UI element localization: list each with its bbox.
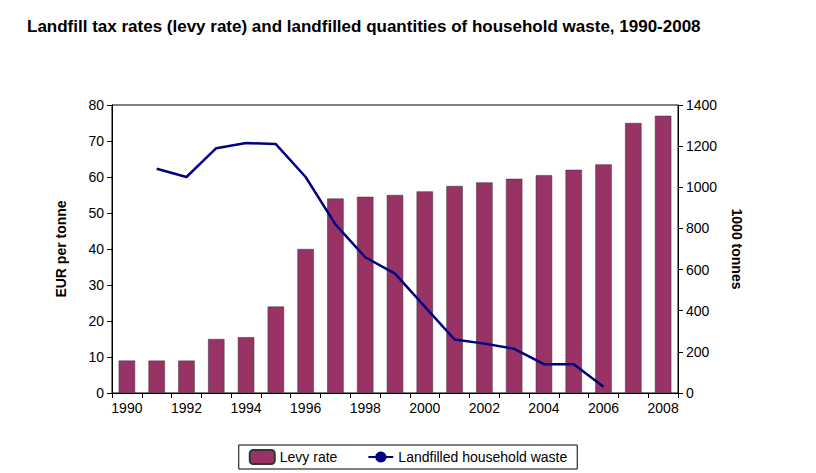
svg-text:2002: 2002 <box>469 400 500 416</box>
svg-text:2008: 2008 <box>648 400 679 416</box>
svg-text:1992: 1992 <box>171 400 202 416</box>
svg-text:10: 10 <box>88 349 104 365</box>
svg-text:1200: 1200 <box>686 138 717 154</box>
svg-text:70: 70 <box>88 133 104 149</box>
svg-text:Landfill tax rates (levy rate): Landfill tax rates (levy rate) and landf… <box>27 17 701 36</box>
svg-text:50: 50 <box>88 205 104 221</box>
svg-text:Landfilled household waste: Landfilled household waste <box>398 449 567 465</box>
svg-text:1990: 1990 <box>111 400 142 416</box>
svg-text:1400: 1400 <box>686 97 717 113</box>
svg-text:2000: 2000 <box>409 400 440 416</box>
svg-text:400: 400 <box>686 303 710 319</box>
svg-text:1996: 1996 <box>290 400 321 416</box>
svg-text:80: 80 <box>88 97 104 113</box>
svg-text:600: 600 <box>686 262 710 278</box>
svg-text:200: 200 <box>686 344 710 360</box>
svg-text:1998: 1998 <box>350 400 381 416</box>
svg-text:2006: 2006 <box>588 400 619 416</box>
svg-text:1000: 1000 <box>686 179 717 195</box>
svg-text:1994: 1994 <box>230 400 261 416</box>
svg-text:0: 0 <box>686 385 694 401</box>
svg-text:EUR per tonne: EUR per tonne <box>53 200 69 297</box>
svg-text:30: 30 <box>88 277 104 293</box>
svg-text:Levy rate: Levy rate <box>280 449 338 465</box>
svg-text:40: 40 <box>88 241 104 257</box>
svg-text:60: 60 <box>88 169 104 185</box>
svg-text:0: 0 <box>96 385 104 401</box>
svg-text:20: 20 <box>88 313 104 329</box>
svg-text:2004: 2004 <box>528 400 559 416</box>
svg-text:800: 800 <box>686 220 710 236</box>
svg-text:1000 tonnes: 1000 tonnes <box>729 209 745 290</box>
